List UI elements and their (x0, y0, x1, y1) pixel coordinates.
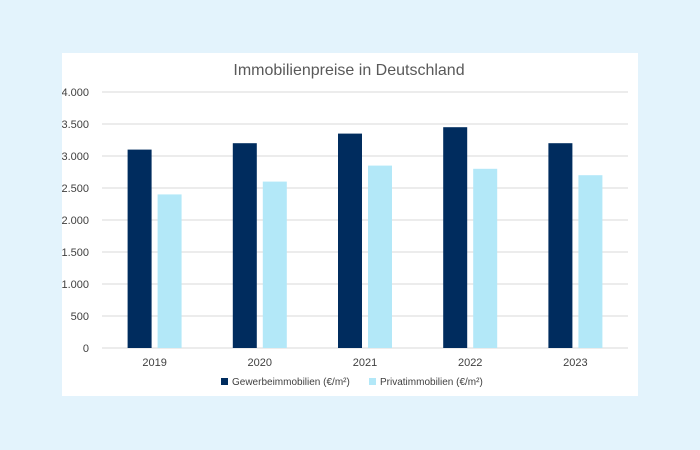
legend: Gewerbeimmobilien (€/m²) Privatimmobilien… (221, 377, 483, 388)
x-tick-label: 2019 (142, 357, 166, 369)
y-tick-label: 2.500 (62, 183, 89, 195)
y-tick-label: 500 (71, 311, 89, 323)
bar-privat-2022 (473, 168, 498, 348)
y-tick-label: 1.000 (62, 279, 89, 291)
y-tick-label: 3.000 (62, 151, 89, 163)
x-tick-label: 2023 (563, 357, 587, 369)
x-tick-label: 2022 (458, 357, 482, 369)
bar-privat-2020 (262, 181, 287, 348)
bar-chart: Immobilienpreise in Deutschland 0 500 1.00… (62, 62, 628, 388)
bar-privat-2023 (578, 175, 603, 348)
legend-swatch (221, 378, 228, 385)
legend-swatch (369, 378, 376, 385)
bar-privat-2019 (157, 194, 182, 348)
bars (127, 127, 603, 348)
y-tick-label: 3.500 (62, 119, 89, 131)
bar-gewerbe-2023 (548, 143, 573, 348)
y-tick-label: 0 (83, 343, 89, 355)
chart-card: Immobilienpreise in Deutschland 0 500 1.00… (62, 53, 638, 396)
y-tick-label: 4.000 (62, 87, 89, 99)
bar-privat-2021 (368, 165, 392, 348)
bar-gewerbe-2021 (338, 133, 362, 348)
legend-label: Gewerbeimmobilien (€/m²) (232, 377, 350, 388)
bar-gewerbe-2020 (232, 143, 257, 348)
x-tick-label: 2020 (248, 357, 272, 369)
legend-label: Privatimmobilien (€/m²) (380, 377, 483, 388)
gridlines (102, 91, 628, 349)
x-axis-ticks: 2019 2020 2021 2022 2023 (142, 357, 587, 369)
y-tick-label: 2.000 (62, 215, 89, 227)
bar-gewerbe-2022 (443, 127, 468, 348)
x-tick-label: 2021 (353, 357, 377, 369)
y-tick-label: 1.500 (62, 247, 89, 259)
chart-title: Immobilienpreise in Deutschland (233, 62, 464, 79)
bar-gewerbe-2019 (127, 149, 152, 348)
y-axis-ticks: 0 500 1.000 1.500 2.000 2.500 3.000 3.500 4.000 (62, 87, 89, 355)
